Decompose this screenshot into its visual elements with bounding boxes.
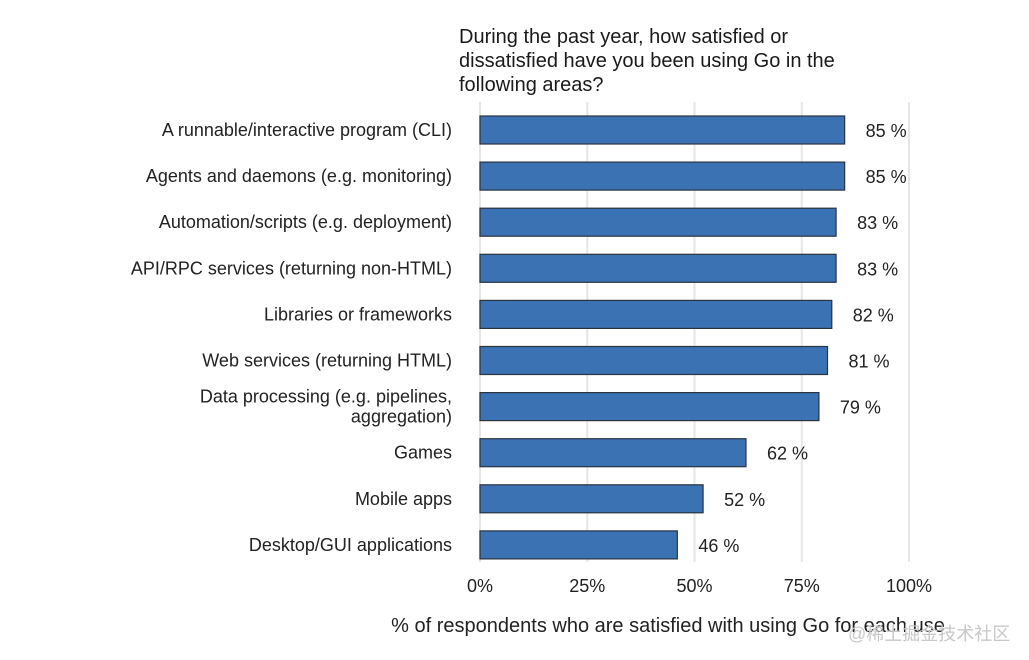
bar xyxy=(479,299,833,329)
chart-title: During the past year, how satisfied or di… xyxy=(459,25,979,97)
category-label: Data processing (e.g. pipelines, xyxy=(200,387,452,407)
value-label: 82 % xyxy=(853,305,894,325)
category-label: Automation/scripts (e.g. deployment) xyxy=(159,212,452,232)
bar xyxy=(479,115,846,145)
x-axis-label: % of respondents who are satisfied with … xyxy=(391,615,945,637)
category-label: Web services (returning HTML) xyxy=(202,351,452,371)
category-label: Games xyxy=(394,443,452,463)
x-tick-label: 0% xyxy=(467,576,493,596)
bar xyxy=(479,530,678,560)
category-label: Libraries or frameworks xyxy=(264,304,452,324)
chart-title-line: following areas? xyxy=(459,74,604,96)
bar xyxy=(479,345,829,376)
bar xyxy=(479,438,747,468)
chart-title-line: dissatisfied have you been using Go in t… xyxy=(459,50,835,72)
bar xyxy=(479,207,837,237)
bar xyxy=(479,392,820,422)
value-label: 85 % xyxy=(866,121,907,141)
x-tick-label: 75% xyxy=(784,576,820,596)
value-label: 79 % xyxy=(840,398,881,418)
bar xyxy=(479,161,846,191)
value-label: 81 % xyxy=(848,352,889,372)
bar xyxy=(479,484,704,514)
chart-title-line: During the past year, how satisfied or xyxy=(459,26,789,48)
value-label: 52 % xyxy=(724,490,765,510)
category-label: aggregation) xyxy=(351,407,452,427)
value-label: 46 % xyxy=(698,536,739,556)
x-tick-label: 25% xyxy=(569,576,605,596)
value-label: 85 % xyxy=(866,167,907,187)
category-label: API/RPC services (returning non-HTML) xyxy=(131,258,452,278)
bar xyxy=(479,253,837,283)
category-label: Desktop/GUI applications xyxy=(249,535,452,555)
x-tick-label: 100% xyxy=(886,576,932,596)
category-label: Mobile apps xyxy=(355,489,452,509)
x-tick-label: 50% xyxy=(676,576,712,596)
value-label: 83 % xyxy=(857,213,898,233)
watermark: @稀土掘金技术社区 xyxy=(848,624,1011,644)
value-label: 62 % xyxy=(767,444,808,464)
category-label: Agents and daemons (e.g. monitoring) xyxy=(146,166,452,186)
category-label: A runnable/interactive program (CLI) xyxy=(162,120,452,140)
value-label: 83 % xyxy=(857,259,898,279)
